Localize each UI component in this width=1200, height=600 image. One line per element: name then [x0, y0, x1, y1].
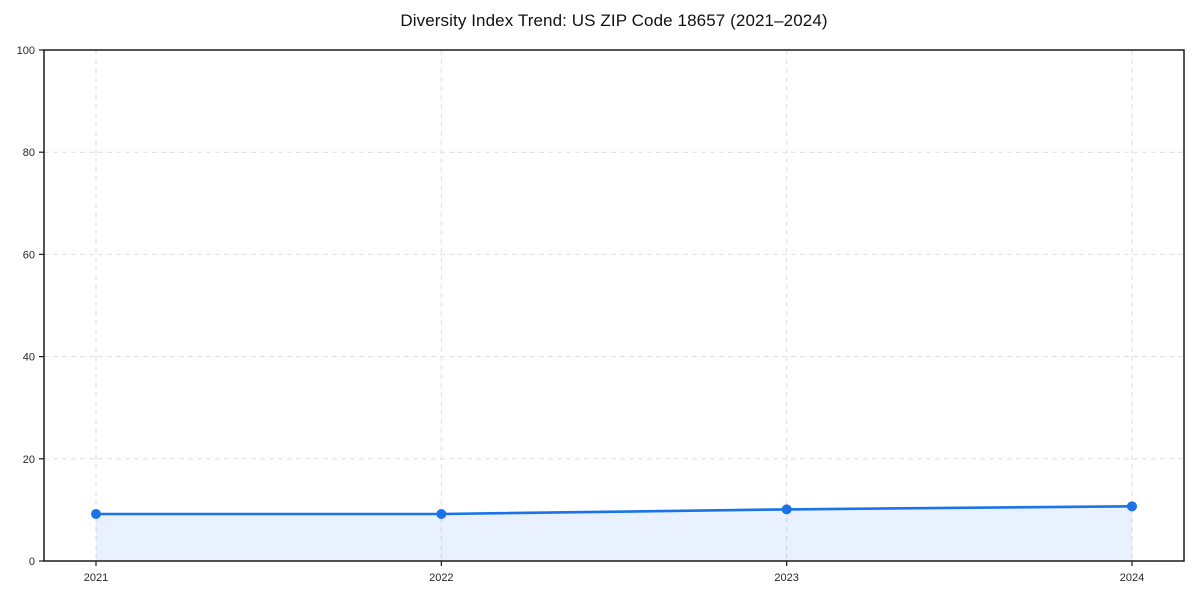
data-point-marker — [781, 504, 792, 515]
x-tick-label: 2021 — [84, 572, 108, 584]
plot-border — [43, 49, 1185, 562]
y-tick-label: 80 — [23, 147, 35, 159]
y-tick-label: 20 — [23, 454, 35, 466]
series-line — [94, 505, 1134, 516]
area-fill — [96, 506, 1132, 561]
x-tick-label: 2023 — [774, 572, 798, 584]
data-point-marker — [436, 508, 447, 519]
y-tick-label: 0 — [29, 556, 35, 568]
x-tick-label: 2024 — [1120, 572, 1144, 584]
x-tick-label: 2022 — [429, 572, 453, 584]
data-point-marker — [1127, 501, 1137, 512]
y-tick-label: 100 — [17, 45, 35, 57]
y-tick-label: 40 — [23, 352, 35, 364]
data-point-marker — [91, 508, 101, 519]
chart-title: Diversity Index Trend: US ZIP Code 18657… — [400, 11, 828, 30]
y-tick-label: 60 — [23, 249, 35, 261]
